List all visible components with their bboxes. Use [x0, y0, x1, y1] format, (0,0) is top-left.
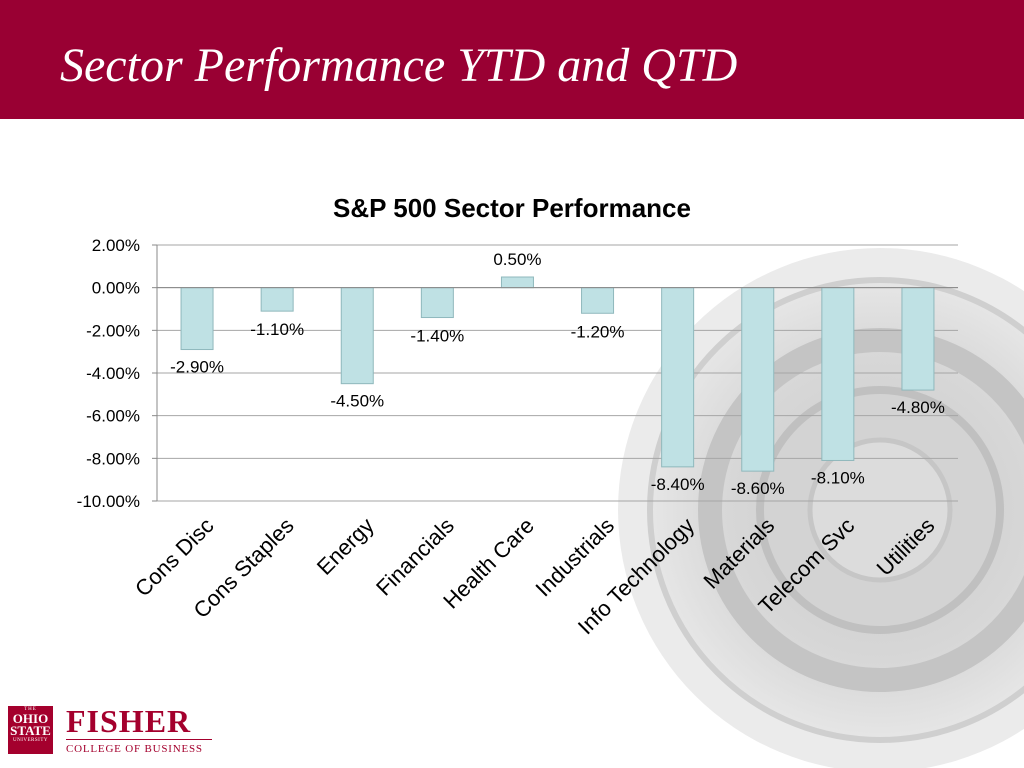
y-tick-label: -8.00%	[86, 449, 140, 468]
data-labels: -2.90% -1.10% -4.50% -1.40% 0.50% -1.20% -8.40…	[170, 250, 945, 498]
data-label: -1.40%	[410, 327, 464, 346]
osu-logo: THE OHIO STATE UNIVERSITY	[8, 706, 53, 754]
bar	[581, 287, 615, 314]
x-tick-label: Materials	[698, 513, 779, 594]
data-label: -4.50%	[330, 392, 384, 411]
osu-logo-state: STATE	[10, 723, 51, 738]
osu-logo-ohio: OHIO	[12, 711, 49, 726]
brand-name: FISHER	[66, 703, 192, 739]
data-label: -4.80%	[891, 398, 945, 417]
data-label: -1.20%	[571, 322, 625, 341]
fisher-logo: THE OHIO STATE UNIVERSITY FISHER COLLEGE…	[8, 703, 268, 762]
chart-title: S&P 500 Sector Performance	[333, 193, 691, 223]
brand-subtitle: COLLEGE OF BUSINESS	[66, 743, 203, 755]
y-tick-label: -6.00%	[86, 407, 140, 426]
data-label: -2.90%	[170, 358, 224, 377]
y-tick-label: -10.00%	[77, 492, 140, 511]
data-label: -1.10%	[250, 320, 304, 339]
bar	[340, 287, 374, 385]
y-tick-label: 2.00%	[92, 236, 140, 255]
y-tick-label: 0.00%	[92, 279, 140, 298]
bar	[260, 287, 294, 312]
slide-title: Sector Performance YTD and QTD	[60, 39, 738, 92]
bar	[500, 276, 534, 289]
y-axis: 2.00% 0.00% -2.00% -4.00% -6.00% -8.00% -10.00…	[77, 236, 157, 511]
y-tick-label: -2.00%	[86, 321, 140, 340]
x-tick-label: Utilities	[872, 513, 940, 581]
x-tick-label: Energy	[312, 513, 379, 580]
data-label: -8.60%	[731, 479, 785, 498]
bar	[661, 287, 695, 468]
bar	[420, 287, 454, 319]
osu-logo-university: UNIVERSITY	[13, 738, 48, 743]
data-label: 0.50%	[493, 250, 541, 269]
title-banner: Sector Performance YTD and QTD	[0, 0, 1024, 119]
osu-logo-top: THE	[24, 707, 37, 712]
bar	[180, 287, 214, 351]
data-label: -8.10%	[811, 468, 865, 487]
bar	[741, 287, 775, 472]
y-tick-label: -4.00%	[86, 364, 140, 383]
brand-divider	[66, 739, 212, 740]
bar	[821, 287, 855, 461]
bar	[901, 287, 935, 391]
bars	[180, 276, 935, 472]
data-label: -8.40%	[651, 475, 705, 494]
